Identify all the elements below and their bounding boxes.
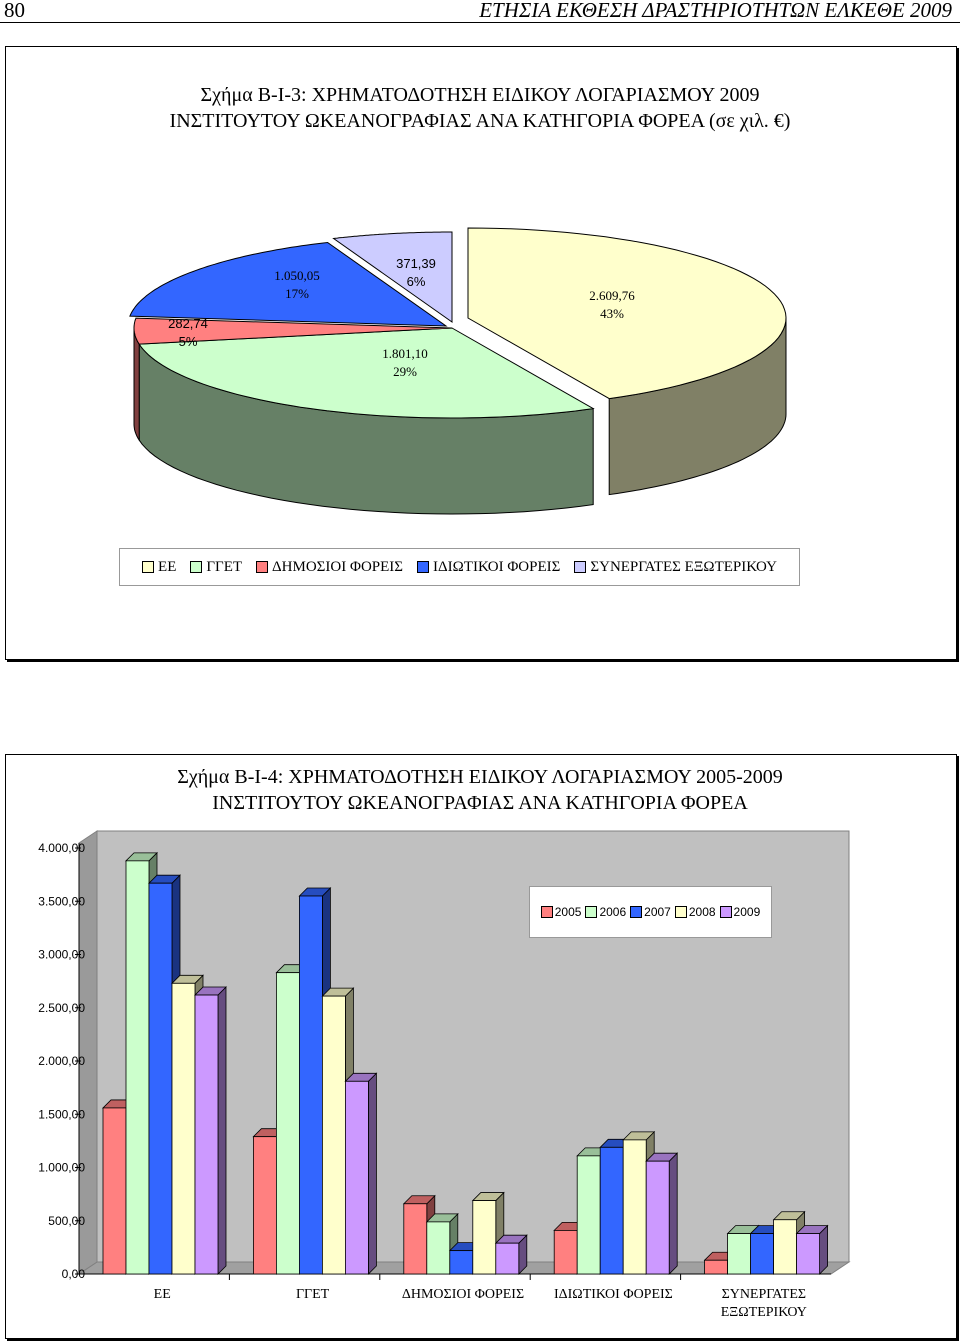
pie-legend-item: ΙΔΙΩΤΙΚΟΙ ΦΟΡΕΙΣ — [417, 559, 560, 576]
pie-legend-label: ΣΥΝΕΡΓΑΤΕΣ ΕΞΩΤΕΡΙΚΟΥ — [590, 558, 777, 575]
pie-chart-title-line2: ΙΝΣΤΙΤΟΥΤΟΥ ΩΚΕΑΝΟΓΡΑΦΙΑΣ ΑΝΑ ΚΑΤΗΓΟΡΙΑ … — [169, 110, 791, 132]
pie-legend-item: ΕΕ — [142, 559, 176, 576]
pie-legend-swatch — [142, 561, 155, 573]
pie-legend-swatch — [256, 561, 269, 573]
bar-legend-label: 2007 — [644, 905, 671, 919]
header-rule — [0, 22, 960, 23]
pie-legend-label: ΕΕ — [158, 558, 177, 575]
bar-legend-item: 2005 — [540, 905, 582, 919]
bar-legend-item: 2006 — [585, 905, 626, 919]
bar-legend-swatch — [585, 906, 598, 918]
bar-legend: 2005 2006 2007 2008 2009 — [529, 886, 772, 938]
bar-chart-title: Σχήμα Β-Ι-4: ΧΡΗΜΑΤΟΔΟΤΗΣΗ ΕΙΔΙΚΟΥ ΛΟΓΑΡ… — [0, 764, 960, 816]
page-number: 80 — [4, 0, 25, 22]
bar-legend-item: 2007 — [630, 905, 671, 919]
pie-legend-swatch — [574, 561, 587, 573]
pie-legend-label: ΓΓΕΤ — [206, 558, 243, 575]
bar-legend-swatch — [630, 906, 643, 918]
bar-legend-swatch — [674, 906, 687, 918]
pie-legend-swatch — [417, 561, 430, 573]
bar-legend-label: 2006 — [599, 905, 627, 919]
bar-legend-item: 2009 — [719, 905, 761, 919]
pie-legend-label: ΔΗΜΟΣΙΟΙ ΦΟΡΕΙΣ — [272, 558, 404, 575]
pie-chart-title: Σχήμα Β-Ι-3: ΧΡΗΜΑΤΟΔΟΤΗΣΗ ΕΙΔΙΚΟΥ ΛΟΓΑΡ… — [0, 82, 960, 134]
pie-legend-swatch — [190, 561, 203, 573]
pie-chart-title-line1: Σχήμα Β-Ι-3: ΧΡΗΜΑΤΟΔΟΤΗΣΗ ΕΙΔΙΚΟΥ ΛΟΓΑΡ… — [200, 84, 760, 106]
bar-legend-swatch — [719, 906, 732, 918]
pie-legend-item: ΔΗΜΟΣΙΟΙ ΦΟΡΕΙΣ — [256, 559, 403, 576]
bar-legend-label: 2008 — [688, 905, 716, 919]
bar-legend-label: 2009 — [733, 905, 761, 919]
bar-chart-frame — [5, 754, 957, 1339]
running-title: ΕΤΗΣΙΑ ΕΚΘΕΣΗ ΔΡΑΣΤΗΡΙΟΤΗΤΩΝ ΕΛΚΕΘΕ 2009 — [479, 0, 952, 22]
pie-legend-label: ΙΔΙΩΤΙΚΟΙ ΦΟΡΕΙΣ — [433, 558, 561, 575]
pie-legend-item: ΓΓΕΤ — [190, 559, 242, 576]
bar-chart-title-line1: Σχήμα Β-Ι-4: ΧΡΗΜΑΤΟΔΟΤΗΣΗ ΕΙΔΙΚΟΥ ΛΟΓΑΡ… — [177, 766, 783, 788]
pie-legend: ΕΕ ΓΓΕΤ ΔΗΜΟΣΙΟΙ ΦΟΡΕΙΣ ΙΔΙΩΤΙΚΟΙ ΦΟΡΕΙΣ… — [119, 548, 800, 586]
bar-legend-item: 2008 — [674, 905, 716, 919]
bar-legend-swatch — [540, 906, 553, 918]
pie-legend-item: ΣΥΝΕΡΓΑΤΕΣ ΕΞΩΤΕΡΙΚΟΥ — [574, 559, 777, 576]
bar-chart-title-line2: ΙΝΣΤΙΤΟΥΤΟΥ ΩΚΕΑΝΟΓΡΑΦΙΑΣ ΑΝΑ ΚΑΤΗΓΟΡΙΑ … — [212, 792, 748, 814]
bar-legend-label: 2005 — [554, 905, 582, 919]
